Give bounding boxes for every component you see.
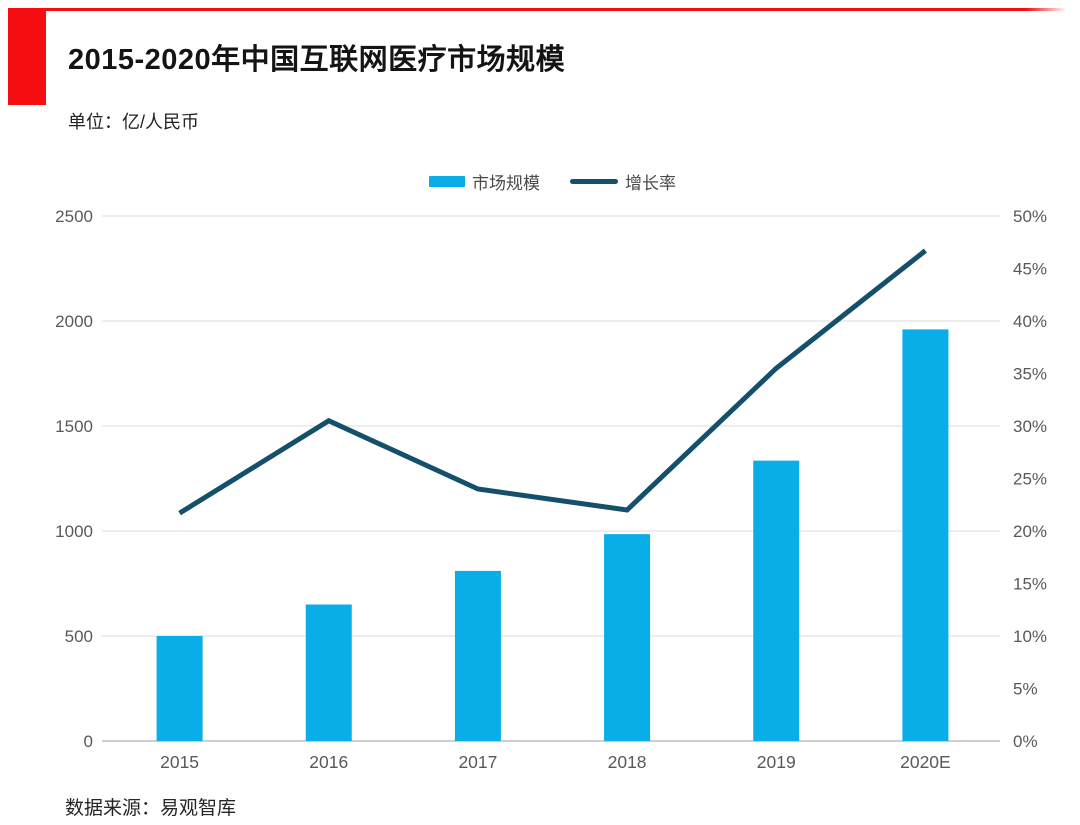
bar-2019 [753,460,800,741]
legend-item-growth-rate: 增长率 [570,169,676,194]
legend-item-market-size: 市场规模 [429,169,540,194]
left-axis-tick-label: 1000 [55,522,93,541]
x-axis-label-2017: 2017 [458,752,497,772]
bar-2015 [156,636,203,741]
right-axis-tick-label: 30% [1013,417,1047,436]
x-axis-label-2018: 2018 [608,752,647,772]
right-axis-tick-label: 50% [1013,207,1047,226]
line-swatch-icon [570,178,618,184]
bar-2020E [902,329,949,741]
left-axis-tick-label: 0 [84,732,93,751]
page-title: 2015-2020年中国互联网医疗市场规模 [68,44,566,76]
growth-rate-line [178,248,927,516]
right-axis-tick-label: 10% [1013,627,1047,646]
left-axis-tick-label: 2000 [55,312,93,331]
source-note: 数据来源：易观智库 [65,798,237,819]
left-axis-tick-label: 500 [65,627,93,646]
x-axis-label-2019: 2019 [757,752,796,772]
bar-2018 [604,534,651,741]
right-axis-tick-label: 5% [1013,680,1038,699]
right-axis-tick-label: 25% [1013,470,1047,489]
x-axis-label-2015: 2015 [160,752,199,772]
right-axis-tick-label: 45% [1013,260,1047,279]
left-axis-tick-label: 2500 [55,207,93,226]
bar-swatch-icon [429,175,465,187]
accent-line [46,8,1067,11]
legend: 市场规模 增长率 [105,167,1000,195]
right-axis-tick-label: 35% [1013,365,1047,384]
left-axis-tick-label: 1500 [55,417,93,436]
accent-block [8,8,46,105]
x-axis-label-2020E: 2020E [900,752,951,772]
legend-label-market-size: 市场规模 [472,173,540,193]
legend-label-growth-rate: 增长率 [625,173,676,193]
right-axis-tick-label: 0% [1013,732,1038,751]
right-axis-tick-label: 15% [1013,575,1047,594]
bar-2017 [454,570,501,741]
right-axis-tick-label: 20% [1013,522,1047,541]
unit-label: 单位：亿/人民币 [68,112,200,132]
bar-2016 [305,604,352,741]
right-axis-tick-label: 40% [1013,312,1047,331]
x-axis-label-2016: 2016 [309,752,348,772]
